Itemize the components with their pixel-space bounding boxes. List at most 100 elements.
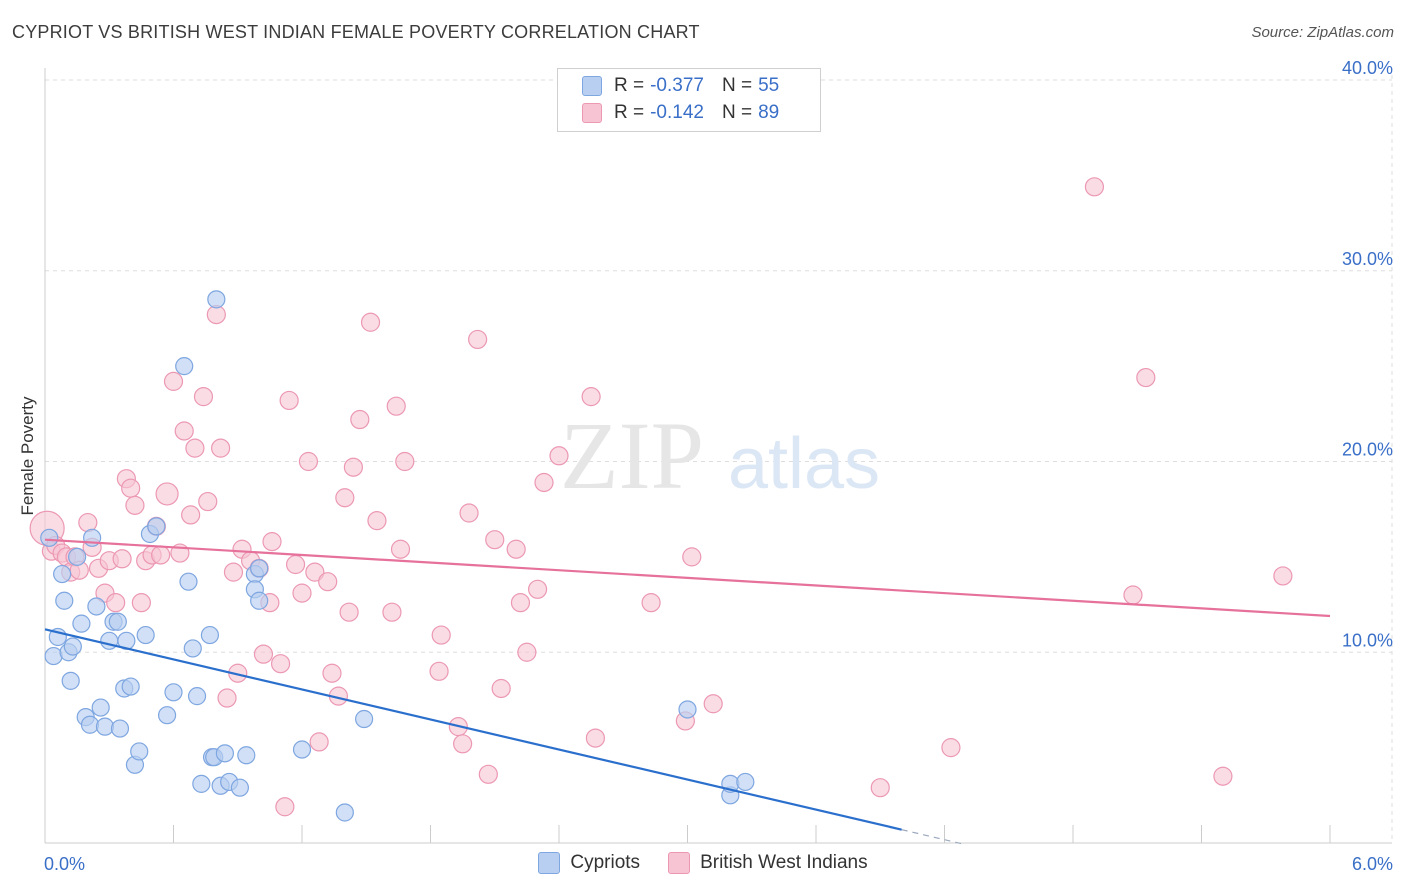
point-british-west-indians — [185, 438, 205, 458]
point-british-west-indians — [682, 547, 702, 567]
point-cypriots — [121, 677, 140, 696]
point-british-west-indians — [453, 734, 473, 754]
point-british-west-indians — [298, 451, 319, 472]
point-british-west-indians — [641, 593, 661, 613]
r-label: R = — [614, 75, 645, 96]
point-cypriots — [164, 683, 183, 702]
point-british-west-indians — [382, 602, 402, 622]
point-cypriots — [53, 564, 72, 584]
point-cypriots — [130, 742, 149, 761]
point-cypriots — [335, 803, 354, 822]
point-cypriots — [55, 591, 74, 610]
point-british-west-indians — [223, 562, 244, 582]
point-british-west-indians — [534, 472, 554, 493]
point-cypriots — [40, 528, 59, 547]
point-british-west-indians — [217, 688, 237, 708]
point-british-west-indians — [163, 371, 184, 391]
point-british-west-indians — [941, 738, 961, 758]
point-cypriots — [108, 612, 127, 631]
point-cypriots — [63, 637, 82, 656]
y-tick-label: 10.0% — [1342, 630, 1393, 650]
point-british-west-indians — [360, 312, 381, 332]
point-british-west-indians — [367, 511, 387, 531]
point-cypriots — [215, 744, 234, 763]
point-british-west-indians — [478, 764, 498, 784]
point-cypriots — [72, 614, 91, 633]
point-british-west-indians — [335, 488, 355, 508]
n-value: 55 — [758, 75, 780, 96]
point-cypriots — [110, 719, 130, 738]
point-british-west-indians — [1213, 766, 1233, 786]
british-west-indians-swatch — [582, 103, 602, 123]
legend-row-cypriots: R = -0.377 N = 55 — [582, 73, 779, 99]
point-british-west-indians — [527, 579, 548, 599]
cypriots-swatch — [582, 76, 602, 96]
source-credit: Source: ZipAtlas.com — [1251, 24, 1394, 41]
point-british-west-indians — [198, 491, 218, 512]
point-british-west-indians — [309, 732, 329, 752]
point-british-west-indians — [350, 409, 370, 430]
point-british-west-indians — [431, 625, 451, 645]
legend-item-british-west-indians[interactable]: British West Indians — [668, 852, 868, 874]
watermark: ZIP atlas — [560, 402, 880, 509]
point-cypriots — [200, 625, 220, 645]
point-british-west-indians — [506, 539, 526, 559]
point-cypriots — [250, 559, 269, 578]
point-british-west-indians — [510, 593, 531, 613]
point-british-west-indians — [549, 446, 569, 466]
point-british-west-indians — [390, 539, 411, 559]
x-tick-label-max: 6.0% — [1352, 854, 1393, 874]
trend-line-cypriots — [44, 628, 902, 831]
trend-lines — [44, 538, 1331, 846]
point-british-west-indians — [429, 661, 449, 681]
point-cypriots — [292, 740, 312, 759]
y-tick-label: 20.0% — [1342, 440, 1393, 460]
point-cypriots — [230, 778, 249, 797]
chart-title: CYPRIOT VS BRITISH WEST INDIAN FEMALE PO… — [12, 22, 700, 42]
point-british-west-indians — [131, 593, 151, 613]
point-british-west-indians — [285, 554, 306, 575]
point-british-west-indians — [270, 654, 291, 674]
point-cypriots — [80, 715, 100, 734]
n-label: N = — [721, 102, 753, 123]
trend-line-cypriots-extension — [901, 829, 967, 846]
point-british-west-indians — [125, 495, 145, 515]
point-british-west-indians — [322, 663, 342, 683]
point-cypriots — [95, 717, 115, 736]
point-british-west-indians — [1273, 566, 1293, 586]
point-british-west-indians — [112, 549, 132, 569]
point-cypriots — [175, 357, 194, 376]
watermark-atlas: atlas — [728, 424, 880, 504]
point-cypriots — [147, 517, 166, 536]
point-cypriots — [44, 646, 63, 666]
point-british-west-indians — [870, 778, 890, 798]
point-british-west-indians — [292, 583, 312, 603]
point-british-west-indians — [517, 642, 537, 662]
legend-item-cypriots[interactable]: Cypriots — [538, 852, 640, 874]
point-british-west-indians — [262, 532, 282, 552]
point-british-west-indians — [279, 390, 299, 411]
series-legend: Cypriots British West Indians — [0, 852, 1406, 874]
point-cypriots — [678, 700, 697, 719]
point-cypriots — [250, 591, 269, 610]
british-west-indians-legend-label: British West Indians — [700, 852, 868, 873]
point-british-west-indians — [343, 457, 363, 477]
point-british-west-indians — [585, 728, 606, 748]
watermark-zip: ZIP — [560, 402, 704, 509]
point-cypriots — [61, 671, 80, 690]
legend-row-british-west-indians: R = -0.142 N = 89 — [582, 100, 779, 126]
point-cypriots — [87, 597, 106, 616]
point-cypriots — [179, 572, 198, 591]
point-british-west-indians — [468, 329, 488, 350]
point-cypriots — [192, 774, 211, 793]
n-label: N = — [721, 75, 753, 96]
point-cypriots — [187, 687, 207, 706]
point-british-west-indians — [305, 562, 325, 582]
point-british-west-indians — [318, 572, 338, 592]
tick-labels: 10.0% 20.0% 30.0% 40.0% 0.0% 6.0% — [44, 58, 1393, 874]
point-cypriots — [136, 625, 155, 645]
point-cypriots — [157, 706, 177, 725]
cypriots-legend-label: Cypriots — [570, 852, 641, 873]
trend-line-british-west-indians — [44, 538, 1331, 618]
